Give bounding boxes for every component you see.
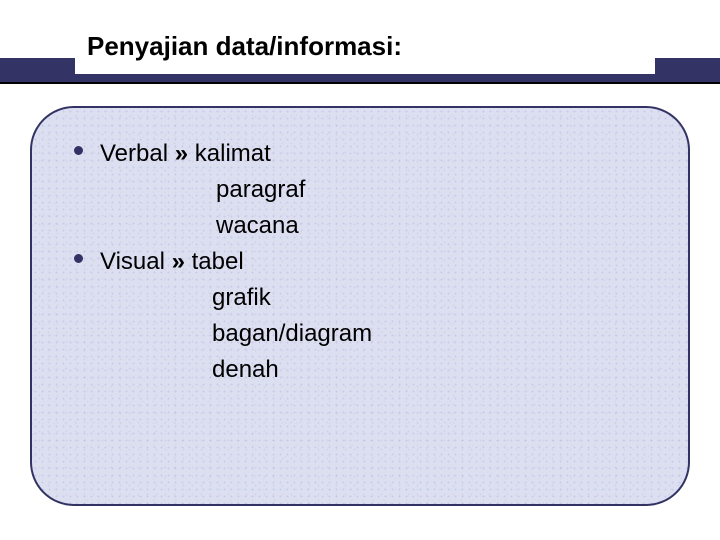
bullet-list: Verbal » kalimat paragraf wacana Visual … bbox=[100, 136, 648, 388]
item-first-sub: tabel bbox=[192, 248, 244, 275]
item-sub: grafik bbox=[100, 280, 648, 316]
item-label: Visual bbox=[100, 248, 165, 275]
item-sub: paragraf bbox=[100, 172, 648, 208]
list-item-head: Verbal » kalimat bbox=[100, 136, 648, 172]
item-sub: bagan/diagram bbox=[100, 316, 648, 352]
item-sub: denah bbox=[100, 352, 648, 388]
title-container: Penyajian data/informasi: bbox=[75, 18, 655, 74]
item-sub: wacana bbox=[100, 208, 648, 244]
item-first-sub: kalimat bbox=[195, 140, 271, 167]
arrow-icon: » bbox=[172, 248, 185, 275]
list-item-head: Visual » tabel bbox=[100, 244, 648, 280]
arrow-icon: » bbox=[175, 140, 188, 167]
list-item-verbal: Verbal » kalimat paragraf wacana bbox=[100, 136, 648, 244]
item-label: Verbal bbox=[100, 140, 168, 167]
bullet-icon bbox=[74, 254, 83, 263]
slide: Penyajian data/informasi: Verbal » kalim… bbox=[0, 0, 720, 540]
bullet-icon bbox=[74, 146, 83, 155]
list-item-visual: Visual » tabel grafik bagan/diagram dena… bbox=[100, 244, 648, 388]
slide-title: Penyajian data/informasi: bbox=[87, 31, 402, 62]
content-card: Verbal » kalimat paragraf wacana Visual … bbox=[30, 106, 690, 506]
